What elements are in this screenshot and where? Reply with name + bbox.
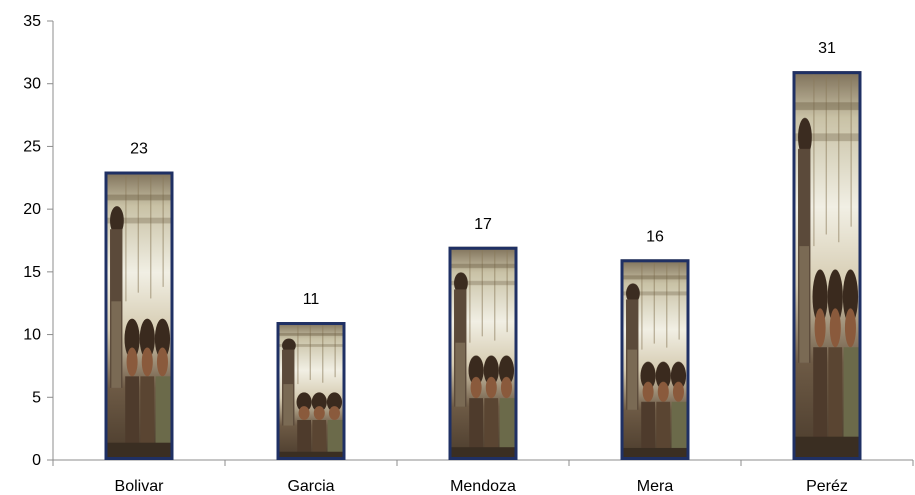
bar-mera <box>620 259 690 460</box>
x-tick-label: Mera <box>637 478 674 495</box>
bars <box>104 71 862 461</box>
x-tick-label: Mendoza <box>450 478 516 495</box>
data-label: 11 <box>303 291 320 308</box>
bar-bolivar <box>104 171 174 460</box>
data-label: 23 <box>130 141 148 158</box>
data-label: 16 <box>646 228 664 245</box>
axes: 0 5 10 15 20 25 30 35 <box>23 13 914 469</box>
y-tick-label: 10 <box>23 327 41 344</box>
y-tick-label: 30 <box>23 76 41 93</box>
bar-border <box>276 322 346 460</box>
data-label: 31 <box>818 40 836 57</box>
x-tick-label: Bolivar <box>115 478 165 495</box>
bar-border <box>792 71 862 461</box>
y-tick-label: 15 <box>23 264 41 281</box>
y-tick-label: 20 <box>23 201 41 218</box>
bar-border <box>620 259 690 461</box>
bar-peréz <box>792 71 862 461</box>
y-tick-label: 35 <box>23 13 41 30</box>
bar-border <box>448 246 518 460</box>
x-tick-label: Peréz <box>806 478 848 495</box>
data-label: 17 <box>474 216 492 233</box>
y-tick-label: 5 <box>32 389 41 406</box>
bar-border <box>104 171 174 460</box>
y-tick-label: 0 <box>32 452 41 469</box>
bar-garcia <box>276 322 346 460</box>
x-tick-label: Garcia <box>287 478 334 495</box>
bar-mendoza <box>448 246 518 460</box>
y-tick-label: 25 <box>23 138 41 155</box>
labels: 23 Bolivar 11 Garcia 17 Mendoza 16 Mera 31 Peréz <box>115 40 848 495</box>
